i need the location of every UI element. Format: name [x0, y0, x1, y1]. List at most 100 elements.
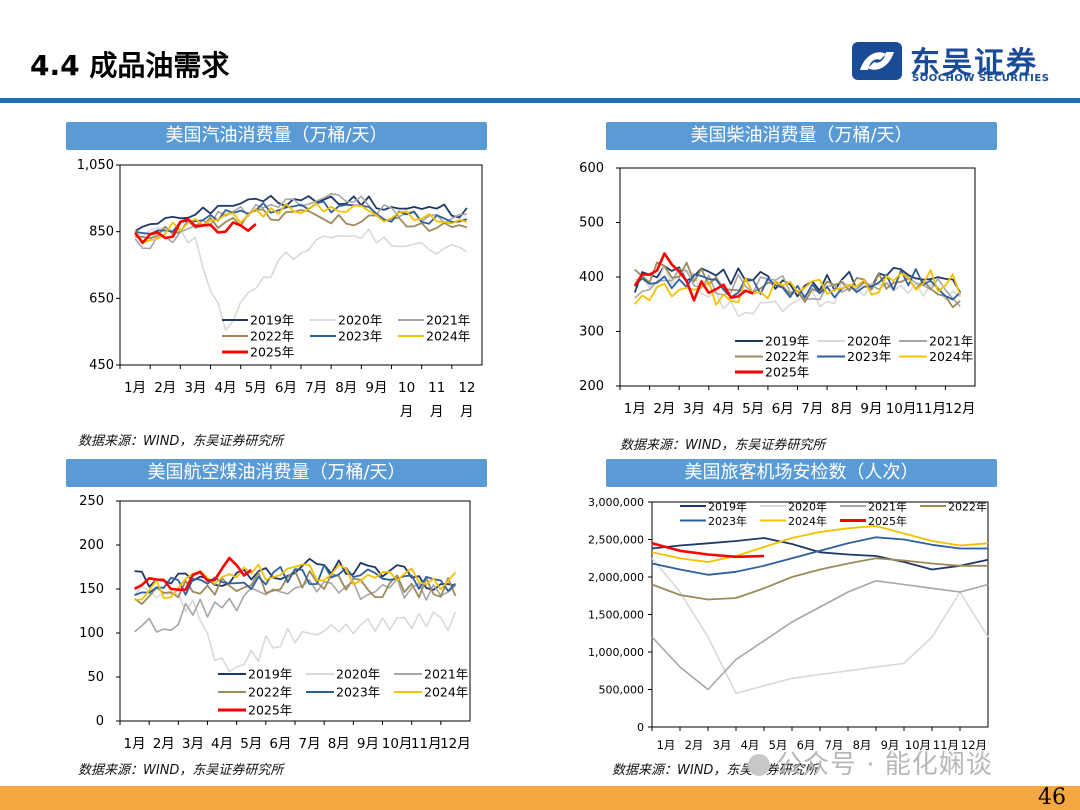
y-tick-label: 2,500,000 — [588, 534, 644, 547]
series-line-2023年 — [634, 268, 961, 301]
x-tick-label: 12月 — [440, 736, 471, 752]
series-line-2025年 — [133, 556, 253, 592]
source-note-gasoline: 数据来源：WIND，东吴证券研究所 — [78, 434, 284, 449]
jetfuel-chart: 250 200 150 100 50 0 1月 2月 3月 4月 5月 6月 7月 8月 9月 10月11月1… — [79, 494, 471, 752]
chart-title-diesel: 美国柴油消费量（万桶/天） — [606, 122, 997, 150]
x-tick-label: 4月 — [712, 401, 734, 417]
series-line-2020年 — [134, 227, 468, 332]
x-tick-label: 7月 — [801, 401, 823, 417]
x-tick-label: 1月 — [124, 736, 146, 752]
y-tick-label: 3,000,000 — [588, 496, 644, 509]
series-line-2019年 — [651, 537, 989, 571]
legend-label: 2024年 — [788, 514, 827, 528]
x-tick-label: 1月 — [657, 738, 676, 752]
watermark-text: 公众号 · 能化娴谈 — [776, 750, 993, 780]
x-tick-label: 6月 — [269, 736, 291, 752]
series-line-2023年 — [651, 536, 988, 576]
legend-label: 2023年 — [708, 514, 747, 528]
x-tick-label: 月 — [430, 404, 444, 420]
legend-label: 2025年 — [248, 703, 292, 718]
legend-label: 2021年 — [424, 667, 468, 682]
y-tick-label: 1,500,000 — [588, 609, 644, 622]
x-tick-label: 12 — [458, 380, 475, 396]
chart-title-jetfuel: 美国航空煤油消费量（万桶/天） — [66, 459, 487, 487]
series-line-2020年 — [651, 557, 989, 695]
footer-bar — [0, 786, 1080, 810]
x-tick-label: 3月 — [683, 401, 705, 417]
y-tick-label: 1,000,000 — [588, 646, 644, 659]
x-tick-label: 3月 — [182, 736, 204, 752]
series-line-2022年 — [651, 557, 988, 601]
x-tick-label: 9月 — [881, 738, 900, 752]
legend-label: 2022年 — [765, 349, 809, 364]
x-tick-label: 6月 — [772, 401, 794, 417]
x-tick-label: 月 — [460, 404, 474, 420]
y-tick-label: 0 — [637, 721, 644, 734]
y-tick-label: 400 — [579, 270, 604, 285]
x-tick-label: 9月 — [365, 380, 387, 396]
legend-label: 2025年 — [250, 345, 294, 360]
series-line-2021年 — [651, 579, 989, 691]
y-tick-label: 500 — [579, 216, 604, 231]
x-tick-label: 7月 — [825, 738, 844, 752]
legend-label: 2023年 — [338, 329, 382, 344]
x-tick-label: 3月 — [184, 380, 206, 396]
legend-label: 2022年 — [948, 500, 987, 514]
x-tick-label: 5月 — [742, 401, 764, 417]
legend-label: 2019年 — [765, 334, 809, 349]
watermark: 公众号 · 能化娴谈 — [748, 744, 993, 781]
legend-label: 2019年 — [248, 667, 292, 682]
series-line-2024年 — [651, 525, 989, 563]
legend-label: 2025年 — [868, 514, 907, 528]
logo-name-cn: 东吴证券 — [910, 46, 1038, 81]
x-tick-label: 5月 — [245, 380, 267, 396]
x-tick-label: 8月 — [335, 380, 357, 396]
chart-title-airport: 美国旅客机场安检数（人次） — [606, 459, 997, 487]
x-tick-label: 5月 — [769, 738, 788, 752]
y-tick-label: 850 — [89, 225, 114, 240]
x-tick-label: 7月 — [299, 736, 321, 752]
series-line-2025年 — [134, 217, 257, 245]
legend-label: 2024年 — [426, 329, 470, 344]
x-tick-label: 1月 — [124, 380, 146, 396]
page-title: 4.4 成品油需求 — [30, 49, 230, 82]
legend-label: 2022年 — [250, 329, 294, 344]
x-tick-label: 8月 — [831, 401, 853, 417]
wechat-icon — [748, 754, 770, 776]
y-tick-label: 200 — [79, 538, 104, 553]
soochow-logo-icon — [852, 42, 902, 80]
gasoline-chart: 1,050 850 650 450 1月 2月 3月 4月 5月 6月 7月 8月 9月 10 月 11 月 12… — [77, 158, 483, 420]
legend-label: 2021年 — [929, 334, 973, 349]
y-tick-label: 2,000,000 — [588, 571, 644, 584]
x-tick-label: 10 — [398, 380, 415, 396]
series-line-2021年 — [134, 578, 456, 633]
x-tick-label: 7月 — [305, 380, 327, 396]
x-tick-label: 1月 — [624, 401, 646, 417]
x-tick-label: 10月 — [382, 736, 413, 752]
page-number: 46 — [1038, 785, 1066, 810]
x-tick-label: 12月 — [945, 401, 976, 417]
x-tick-label: 月 — [400, 404, 414, 420]
legend-label: 2019年 — [708, 500, 747, 514]
source-note-diesel: 数据来源：WIND，东吴证券研究所 — [620, 438, 826, 453]
x-tick-label: 4月 — [211, 736, 233, 752]
x-tick-label: 8月 — [853, 738, 872, 752]
x-tick-label: 6月 — [275, 380, 297, 396]
x-tick-label: 6月 — [797, 738, 816, 752]
y-tick-label: 600 — [579, 161, 604, 176]
x-tick-label: 2月 — [153, 736, 175, 752]
header-divider — [0, 98, 1080, 103]
series-line-2020年 — [634, 265, 961, 318]
plot-area — [651, 501, 989, 728]
logo-name-en: SOOCHOW SECURITIES — [912, 73, 1050, 84]
legend-label: 2022年 — [248, 685, 292, 700]
legend-label: 2025年 — [765, 365, 809, 380]
legend-label: 2020年 — [847, 334, 891, 349]
legend-label: 2020年 — [338, 313, 382, 328]
y-tick-label: 150 — [79, 582, 104, 597]
series-line-2024年 — [134, 563, 457, 601]
y-tick-label: 500,000 — [599, 684, 645, 697]
chart-title-gasoline: 美国汽油消费量（万桶/天） — [66, 122, 487, 150]
x-tick-label: 10月 — [905, 738, 931, 752]
series-line-2019年 — [633, 265, 961, 298]
